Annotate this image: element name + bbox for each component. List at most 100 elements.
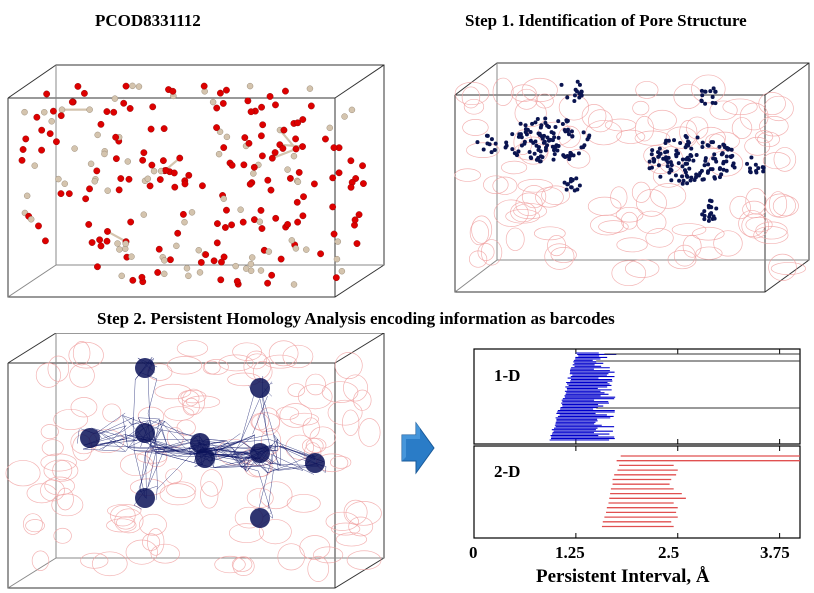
framework-ring xyxy=(106,518,137,533)
pore-point xyxy=(575,187,580,192)
oxygen-atom xyxy=(160,125,168,133)
step2-title: Step 2. Persistent Homology Analysis enc… xyxy=(97,309,615,328)
pore-point xyxy=(564,187,569,192)
silicon-atom xyxy=(173,242,180,250)
oxygen-atom xyxy=(220,144,228,151)
framework-ring xyxy=(581,104,607,129)
framework-ring xyxy=(673,83,702,110)
framework-ring xyxy=(671,223,707,237)
pore-point xyxy=(552,152,557,157)
framework-ring xyxy=(604,118,637,132)
framework-ring xyxy=(22,513,43,535)
network-edge xyxy=(164,421,191,444)
framework-ring xyxy=(769,191,788,217)
bond xyxy=(279,143,303,148)
network-edge xyxy=(147,373,151,421)
network-edge xyxy=(270,509,272,513)
framework-ring xyxy=(709,100,738,120)
oxygen-atom xyxy=(223,206,230,214)
network-edge xyxy=(273,434,304,471)
oxygen-atom xyxy=(299,116,307,123)
network-edge xyxy=(149,438,180,453)
pore-point xyxy=(658,174,663,179)
pore-point xyxy=(523,127,528,132)
pore-point xyxy=(475,140,480,145)
pore-point xyxy=(527,149,532,154)
framework-ring xyxy=(202,360,221,375)
oxygen-atom xyxy=(200,82,208,90)
framework-ring xyxy=(35,362,61,388)
oxygen-atom xyxy=(284,221,291,228)
pore-point xyxy=(695,135,700,140)
framework-ring xyxy=(251,412,281,432)
silicon-atom xyxy=(237,206,244,213)
framework-ring xyxy=(611,260,647,287)
oxygen-atom xyxy=(120,99,128,107)
framework-ring xyxy=(515,88,538,110)
framework-ring xyxy=(483,175,509,195)
framework-ring xyxy=(259,481,293,510)
silicon-atom xyxy=(58,106,66,113)
framework-ring xyxy=(645,228,674,248)
pore-point xyxy=(568,153,573,158)
pore-point xyxy=(680,164,685,169)
silicon-atom xyxy=(150,167,158,175)
silicon-atom xyxy=(292,245,300,252)
pore-point xyxy=(528,130,533,135)
pore-point xyxy=(680,174,685,179)
oxygen-atom xyxy=(294,218,302,226)
pore-point xyxy=(539,123,544,128)
pore-point xyxy=(708,89,713,94)
network-edge xyxy=(131,417,134,425)
oxygen-atom xyxy=(117,175,125,182)
network-edge xyxy=(76,429,80,444)
pore-point xyxy=(731,161,736,166)
framework-ring xyxy=(297,383,333,410)
framework-ring xyxy=(228,523,264,543)
framework-ring xyxy=(102,403,122,423)
pore-point xyxy=(579,93,584,98)
oxygen-atom xyxy=(351,216,359,224)
silicon-atom xyxy=(135,83,143,90)
pore-point xyxy=(707,198,712,203)
pore-point xyxy=(685,181,690,186)
network-node xyxy=(80,428,100,448)
silicon-atom xyxy=(220,195,227,202)
pore-point xyxy=(504,140,509,145)
pore-point xyxy=(484,133,489,138)
oxygen-atom xyxy=(81,89,88,97)
oxygen-atom xyxy=(96,236,104,244)
pore-point xyxy=(555,148,560,153)
oxygen-atom xyxy=(258,225,266,232)
oxygen-atom xyxy=(19,146,27,153)
oxygen-atom xyxy=(199,182,206,190)
framework-ring xyxy=(744,136,771,156)
oxygen-atom xyxy=(149,103,157,111)
oxygen-atom xyxy=(125,175,133,183)
network-edge xyxy=(269,439,316,458)
pore-point xyxy=(709,211,714,216)
framework-ring xyxy=(321,381,359,403)
framework-ring xyxy=(770,262,807,275)
oxygen-atom xyxy=(247,108,255,116)
network-edge xyxy=(158,442,190,451)
network-edge xyxy=(122,415,162,431)
network-edge xyxy=(155,443,158,487)
oxygen-atom xyxy=(103,237,111,245)
framework-ring xyxy=(164,406,195,421)
oxygen-atom xyxy=(103,108,111,115)
pore-point xyxy=(663,150,668,155)
label-2d: 2-D xyxy=(494,462,521,481)
oxygen-atom xyxy=(268,154,276,162)
pore-point xyxy=(649,152,654,157)
oxygen-atom xyxy=(156,176,164,183)
oxygen-atom xyxy=(216,89,224,97)
network-edge xyxy=(139,452,146,492)
framework-ring xyxy=(307,555,330,582)
oxygen-atom xyxy=(268,271,276,279)
pore-point xyxy=(717,144,722,149)
oxygen-atom xyxy=(57,190,65,198)
pore-point xyxy=(581,145,586,150)
pore-point xyxy=(706,203,711,208)
framework-ring xyxy=(517,178,553,193)
